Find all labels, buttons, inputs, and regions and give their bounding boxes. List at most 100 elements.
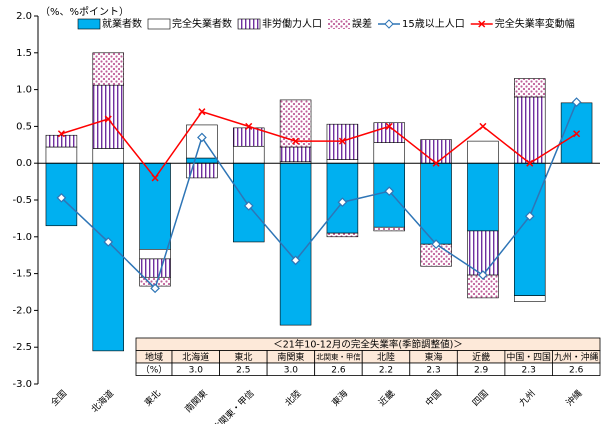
bar [279,146,312,163]
marker [478,270,488,280]
y-tick-label: 1.0 [16,85,32,96]
x-tick-label: 北陸 [282,387,303,408]
y-tick-label: -0.5 [12,195,32,206]
x-tick-label: 東海 [329,387,350,408]
table-value: 2.6 [331,365,346,375]
bar [92,52,125,86]
marker [103,237,114,247]
marker [57,130,65,138]
table-header: 北海道 [182,351,209,363]
legend-swatch [478,20,486,28]
table-header: 南関東 [277,351,304,363]
legend-label: 15歳以上人口 [402,18,465,30]
y-tick-label: -2.5 [12,342,32,353]
marker [151,174,159,182]
marker [384,186,395,197]
bar [139,162,171,250]
x-tick-label: 全国 [48,387,69,408]
table-header: 北関東・甲信 [316,351,360,361]
bar [279,162,312,326]
marker [197,132,207,143]
legend-swatch [384,19,394,29]
y-tick-label: 2.0 [16,11,32,22]
bar [373,142,406,164]
legend-label: 完全失業者数 [172,17,232,30]
line [61,110,577,180]
bar [513,295,546,302]
bar [279,99,312,148]
marker [432,159,440,167]
bar [420,139,452,164]
marker [245,122,253,130]
table-header: 東海 [425,351,443,363]
bar [326,159,359,164]
table-header: 中国・四国 [506,351,551,363]
bar [186,157,218,164]
table-value: 3.0 [284,365,299,375]
y-axis-label: （%、%ポイント） [40,6,129,18]
x-tick-label: 沖縄 [563,387,584,408]
table-value: 2.9 [474,365,489,375]
table-value: 2.5 [236,365,250,375]
marker [479,122,487,130]
table-cell [552,362,601,376]
bar [513,96,546,164]
marker [526,159,534,167]
table-header: 近畿 [472,351,490,363]
bar [326,232,359,238]
marker [573,130,581,138]
marker [198,108,206,116]
marker [56,192,67,203]
marker [292,137,300,145]
y-tick-label: 1.5 [16,48,32,59]
x-tick-label: 近畿 [376,387,397,408]
y-tick-label: 0.0 [16,158,32,169]
marker [338,137,346,145]
bar [373,122,406,143]
y-tick-label: -1.0 [12,232,32,243]
bar [92,148,125,164]
bar [513,78,546,98]
y-tick-label: -2.0 [12,305,32,316]
legend-label: 誤差 [352,17,372,30]
table-value: 2.6 [569,365,584,375]
marker [524,211,535,222]
marker [150,283,160,294]
bar [232,127,265,147]
marker [243,201,254,211]
marker [385,122,393,130]
bar [467,162,499,232]
marker [337,197,348,208]
x-tick-label: 東北 [142,387,163,408]
y-tick-label: -3.0 [12,379,32,390]
table-title: ＜21年10-12月の完全失業率(季節調整値)＞ [273,338,463,350]
marker [290,255,301,266]
legend-label: 非労働力人口 [262,17,322,30]
x-tick-label: 四国 [470,388,491,409]
legend-label: 就業者数 [102,17,142,30]
bar [139,258,171,278]
legend-swatch [77,18,101,30]
table-header: 北陸 [377,351,395,363]
table-header: 東北 [234,351,252,363]
table-value: 3.0 [189,365,204,375]
x-tick-label: 中国 [423,387,444,408]
bar [232,145,265,164]
x-tick-label: 九州 [517,388,538,409]
table-header: 九州・沖縄 [554,351,599,363]
bar [373,226,406,232]
legend-swatch [237,18,261,30]
table-header: 地域 [145,351,163,363]
bar [92,162,125,352]
line [60,101,578,290]
table-value: 2.3 [426,365,440,375]
bar [45,134,78,148]
marker [431,239,441,250]
x-tick-label: 北関東・甲信 [210,387,257,424]
x-tick-label: 北海道 [89,387,117,415]
bar [92,84,125,149]
legend-label: 完全失業率変動幅 [495,17,575,30]
table-value: 2.2 [379,365,393,375]
